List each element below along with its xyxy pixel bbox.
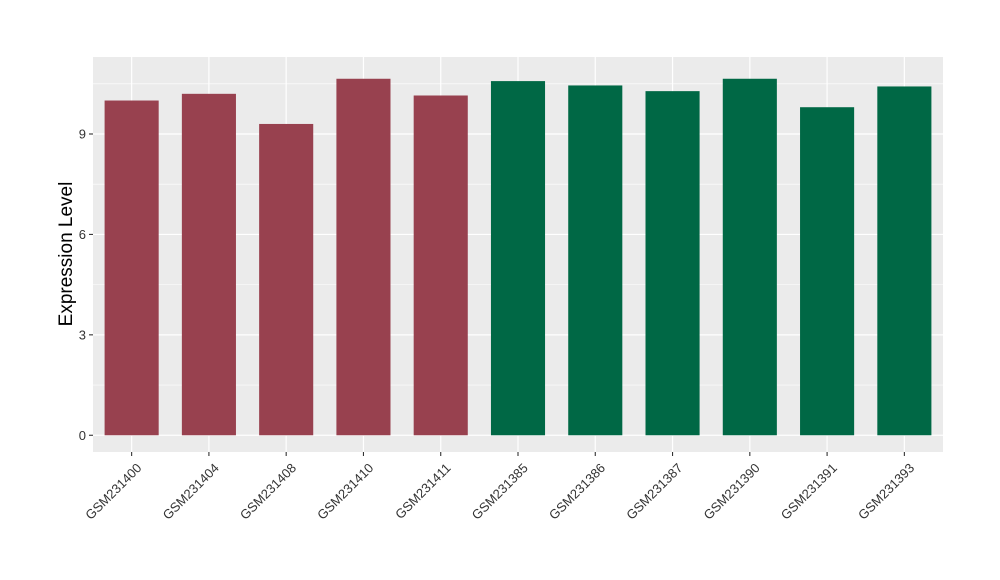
bar-GSM231390 (722, 78, 777, 436)
x-tick-label: GSM231390 (700, 460, 762, 522)
bars (104, 78, 932, 436)
bar-GSM231404 (181, 93, 236, 436)
y-tick-label: 3 (79, 327, 86, 342)
y-tick-label: 6 (79, 227, 86, 242)
x-tick-label: GSM231410 (314, 460, 376, 522)
x-axis: GSM231400 GSM231404 GSM231408 GSM231410 GSM2… (82, 452, 917, 523)
x-tick-label: GSM231408 (237, 460, 299, 522)
y-axis-title: Expression Level (56, 182, 77, 327)
bar-GSM231400 (104, 100, 159, 436)
bar-GSM231387 (645, 91, 700, 436)
bar-GSM231386 (568, 85, 623, 436)
bar-GSM231410 (336, 78, 391, 436)
x-tick-label: GSM231385 (469, 460, 531, 522)
x-tick-label: GSM231391 (778, 460, 840, 522)
y-axis: 0 3 6 9 (79, 126, 93, 443)
x-tick-label: GSM231411 (392, 460, 454, 522)
x-tick-label: GSM231400 (82, 460, 144, 522)
bar-GSM231408 (259, 123, 314, 436)
bar-GSM231411 (413, 95, 468, 436)
x-tick-label: GSM231404 (160, 460, 222, 522)
x-tick-label: GSM231393 (855, 460, 917, 522)
bar-GSM231385 (490, 81, 546, 436)
bar-GSM231391 (800, 107, 855, 436)
y-tick-label: 0 (79, 428, 86, 443)
x-tick-label: GSM231386 (546, 460, 608, 522)
y-tick-label: 9 (79, 126, 86, 141)
x-tick-label: GSM231387 (623, 460, 685, 522)
bar-GSM231393 (877, 86, 932, 436)
